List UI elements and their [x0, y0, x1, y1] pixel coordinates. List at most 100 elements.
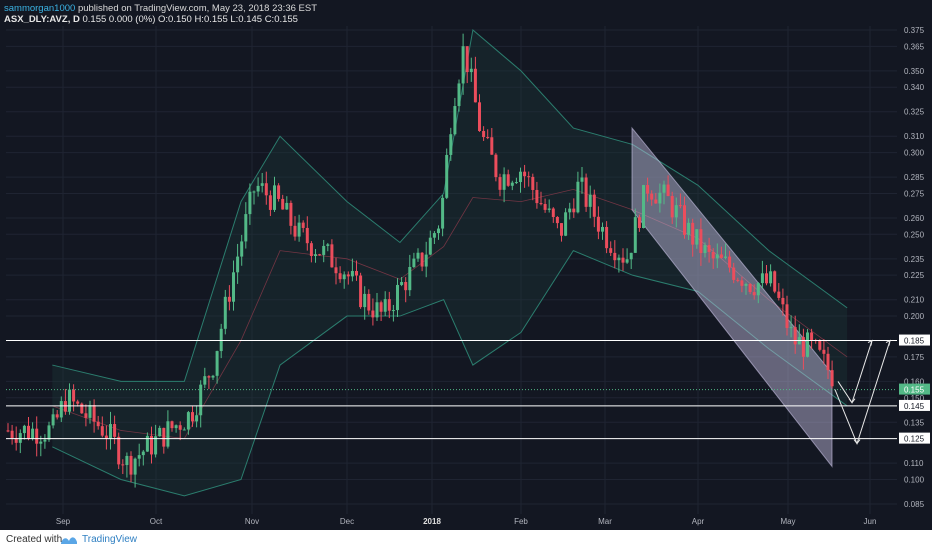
candle-body: [174, 425, 178, 429]
candle-body: [404, 282, 408, 291]
candle-body: [330, 244, 334, 268]
footer-bar: Created with TradingView: [0, 530, 932, 550]
candle-body: [55, 414, 59, 418]
candle-body: [158, 427, 162, 437]
candle-body: [297, 222, 301, 237]
bollinger-fill: [52, 30, 848, 496]
candle-body: [547, 208, 551, 210]
candle-body: [519, 171, 522, 183]
candle-body: [502, 174, 506, 190]
price-tick-label: 0.325: [904, 108, 925, 117]
price-label-box: [899, 334, 930, 346]
candle-body: [629, 252, 633, 260]
candle-body: [416, 252, 420, 259]
time-tick-label: 2018: [423, 517, 441, 526]
candle-body: [830, 370, 834, 387]
candle-body: [383, 299, 387, 312]
price-axis[interactable]: 0.085 0.100 0.110 0.135 0.150 0.160 0.175 0.200…: [897, 0, 932, 530]
candle-body: [342, 274, 346, 280]
tradingview-brand[interactable]: TradingView: [82, 534, 138, 545]
candle-body: [453, 106, 457, 135]
candlesticks: [6, 33, 834, 488]
candle-body: [822, 349, 826, 354]
candle-body: [781, 297, 785, 305]
time-tick-label: Feb: [514, 517, 528, 526]
candle-body: [748, 284, 752, 293]
candle-body: [178, 425, 182, 430]
candle-body: [818, 340, 822, 350]
candle-body: [461, 46, 465, 84]
candle-body: [449, 134, 453, 155]
price-tick-label: 0.300: [904, 149, 925, 158]
time-axis[interactable]: Sep Oct Nov Dec 2018 Feb Mar Apr May Jun: [0, 514, 932, 530]
candle-body: [207, 376, 211, 378]
candle-body: [592, 194, 596, 217]
candle-body: [658, 192, 662, 204]
candle-body: [104, 435, 108, 439]
time-axis-background: [0, 514, 932, 530]
candle-body: [367, 293, 371, 311]
candle-body: [154, 436, 158, 455]
candle-body: [564, 212, 568, 236]
candle-body: [43, 439, 47, 442]
candle-body: [588, 194, 592, 207]
candle-body: [506, 174, 510, 186]
symbol-name[interactable]: ASX_DLY:AVZ, D: [4, 14, 80, 25]
candle-body: [371, 310, 375, 318]
ohlc-values: 0.155 0.000 (0%) O:0.150 H:0.155 L:0.145…: [82, 14, 298, 25]
candle-body: [670, 196, 674, 218]
candle-body: [387, 299, 391, 311]
candle-body: [150, 435, 153, 455]
candle-body: [687, 222, 691, 235]
candle-body: [646, 185, 650, 194]
price-label-box: [899, 432, 930, 444]
candle-body: [47, 425, 51, 440]
arrowhead: [867, 339, 873, 346]
candle-body: [145, 435, 149, 452]
candle-body: [674, 205, 678, 218]
candle-body: [191, 412, 194, 422]
candle-body: [100, 426, 104, 436]
candle-body: [531, 176, 535, 190]
price-tick-label: 0.200: [904, 312, 925, 321]
candle-body: [736, 279, 740, 281]
candle-body: [10, 430, 14, 438]
tradingview-logo-icon[interactable]: [60, 534, 78, 546]
candle-body: [219, 328, 223, 352]
candle-body: [801, 337, 805, 357]
candle-body: [170, 421, 174, 429]
candle-body: [420, 252, 424, 267]
author-link[interactable]: sammorgan1000: [4, 3, 76, 14]
candle-body: [350, 271, 354, 277]
candle-body: [223, 296, 227, 329]
created-with-label: Created with: [6, 534, 63, 545]
candle-body: [683, 205, 686, 235]
candle-body: [31, 428, 35, 439]
candle-body: [707, 245, 711, 252]
candle-body: [27, 425, 30, 439]
candle-body: [642, 185, 645, 229]
candle-body: [445, 154, 449, 198]
candle-body: [289, 202, 293, 226]
candle-body: [211, 375, 215, 378]
candle-body: [510, 182, 514, 186]
candle-body: [756, 283, 760, 296]
candle-body: [482, 131, 486, 138]
candle-body: [810, 332, 814, 341]
candle-body: [523, 171, 527, 177]
arrowhead: [853, 439, 861, 445]
candle-body: [379, 302, 383, 312]
candle-body: [318, 254, 322, 256]
candle-body: [248, 191, 252, 215]
time-tick-label: Dec: [340, 517, 354, 526]
candle-body: [391, 310, 395, 312]
candle-body: [22, 425, 26, 434]
candle-body: [240, 241, 244, 257]
candle-body: [412, 258, 416, 268]
candle-body: [584, 177, 588, 207]
candle-body: [617, 257, 621, 261]
price-tick-label: 0.100: [904, 475, 925, 484]
price-tick-label: 0.160: [904, 377, 925, 386]
